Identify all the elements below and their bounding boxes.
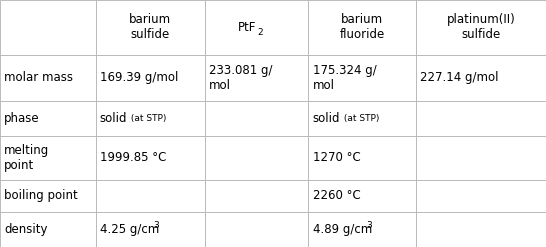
Bar [205,0,308,55]
Text: 4.25 g/cm: 4.25 g/cm [100,223,159,236]
Bar [416,55,546,101]
Text: 1999.85 °C: 1999.85 °C [100,151,167,165]
Bar [416,212,546,247]
Bar [205,55,308,101]
Bar [308,101,416,136]
Bar [96,0,205,55]
Bar [205,136,308,180]
Text: PtF: PtF [238,21,257,34]
Bar [308,136,416,180]
Bar [416,180,546,212]
Text: (at STP): (at STP) [128,114,167,123]
Bar [0,212,96,247]
Text: 2260 °C: 2260 °C [313,189,360,202]
Bar [205,212,308,247]
Text: molar mass: molar mass [4,71,73,84]
Bar [205,101,308,136]
Bar [416,101,546,136]
Bar [96,101,205,136]
Text: solid: solid [100,112,127,125]
Bar [416,0,546,55]
Bar [308,212,416,247]
Bar [0,101,96,136]
Text: barium
fluoride: barium fluoride [340,13,385,41]
Bar [96,55,205,101]
Text: boiling point: boiling point [4,189,78,202]
Text: 4.89 g/cm: 4.89 g/cm [313,223,372,236]
Text: 227.14 g/mol: 227.14 g/mol [420,71,499,84]
Text: (at STP): (at STP) [341,114,379,123]
Text: barium
sulfide: barium sulfide [129,13,171,41]
Text: phase: phase [4,112,40,125]
Text: 1270 °C: 1270 °C [313,151,360,165]
Bar [308,180,416,212]
Bar [96,212,205,247]
Bar [416,136,546,180]
Text: density: density [4,223,48,236]
Bar [0,180,96,212]
Bar [96,180,205,212]
Text: melting
point: melting point [4,144,50,172]
Text: 3: 3 [366,221,372,229]
Text: solid: solid [313,112,340,125]
Bar [96,136,205,180]
Bar [308,0,416,55]
Text: platinum(II)
sulfide: platinum(II) sulfide [447,13,515,41]
Bar [0,0,96,55]
Text: 169.39 g/mol: 169.39 g/mol [100,71,179,84]
Bar [0,136,96,180]
Text: 2: 2 [258,28,263,37]
Bar [0,55,96,101]
Text: 233.081 g/
mol: 233.081 g/ mol [209,64,272,92]
Text: 175.324 g/
mol: 175.324 g/ mol [313,64,377,92]
Bar [205,180,308,212]
Bar [308,55,416,101]
Text: 3: 3 [153,221,159,229]
